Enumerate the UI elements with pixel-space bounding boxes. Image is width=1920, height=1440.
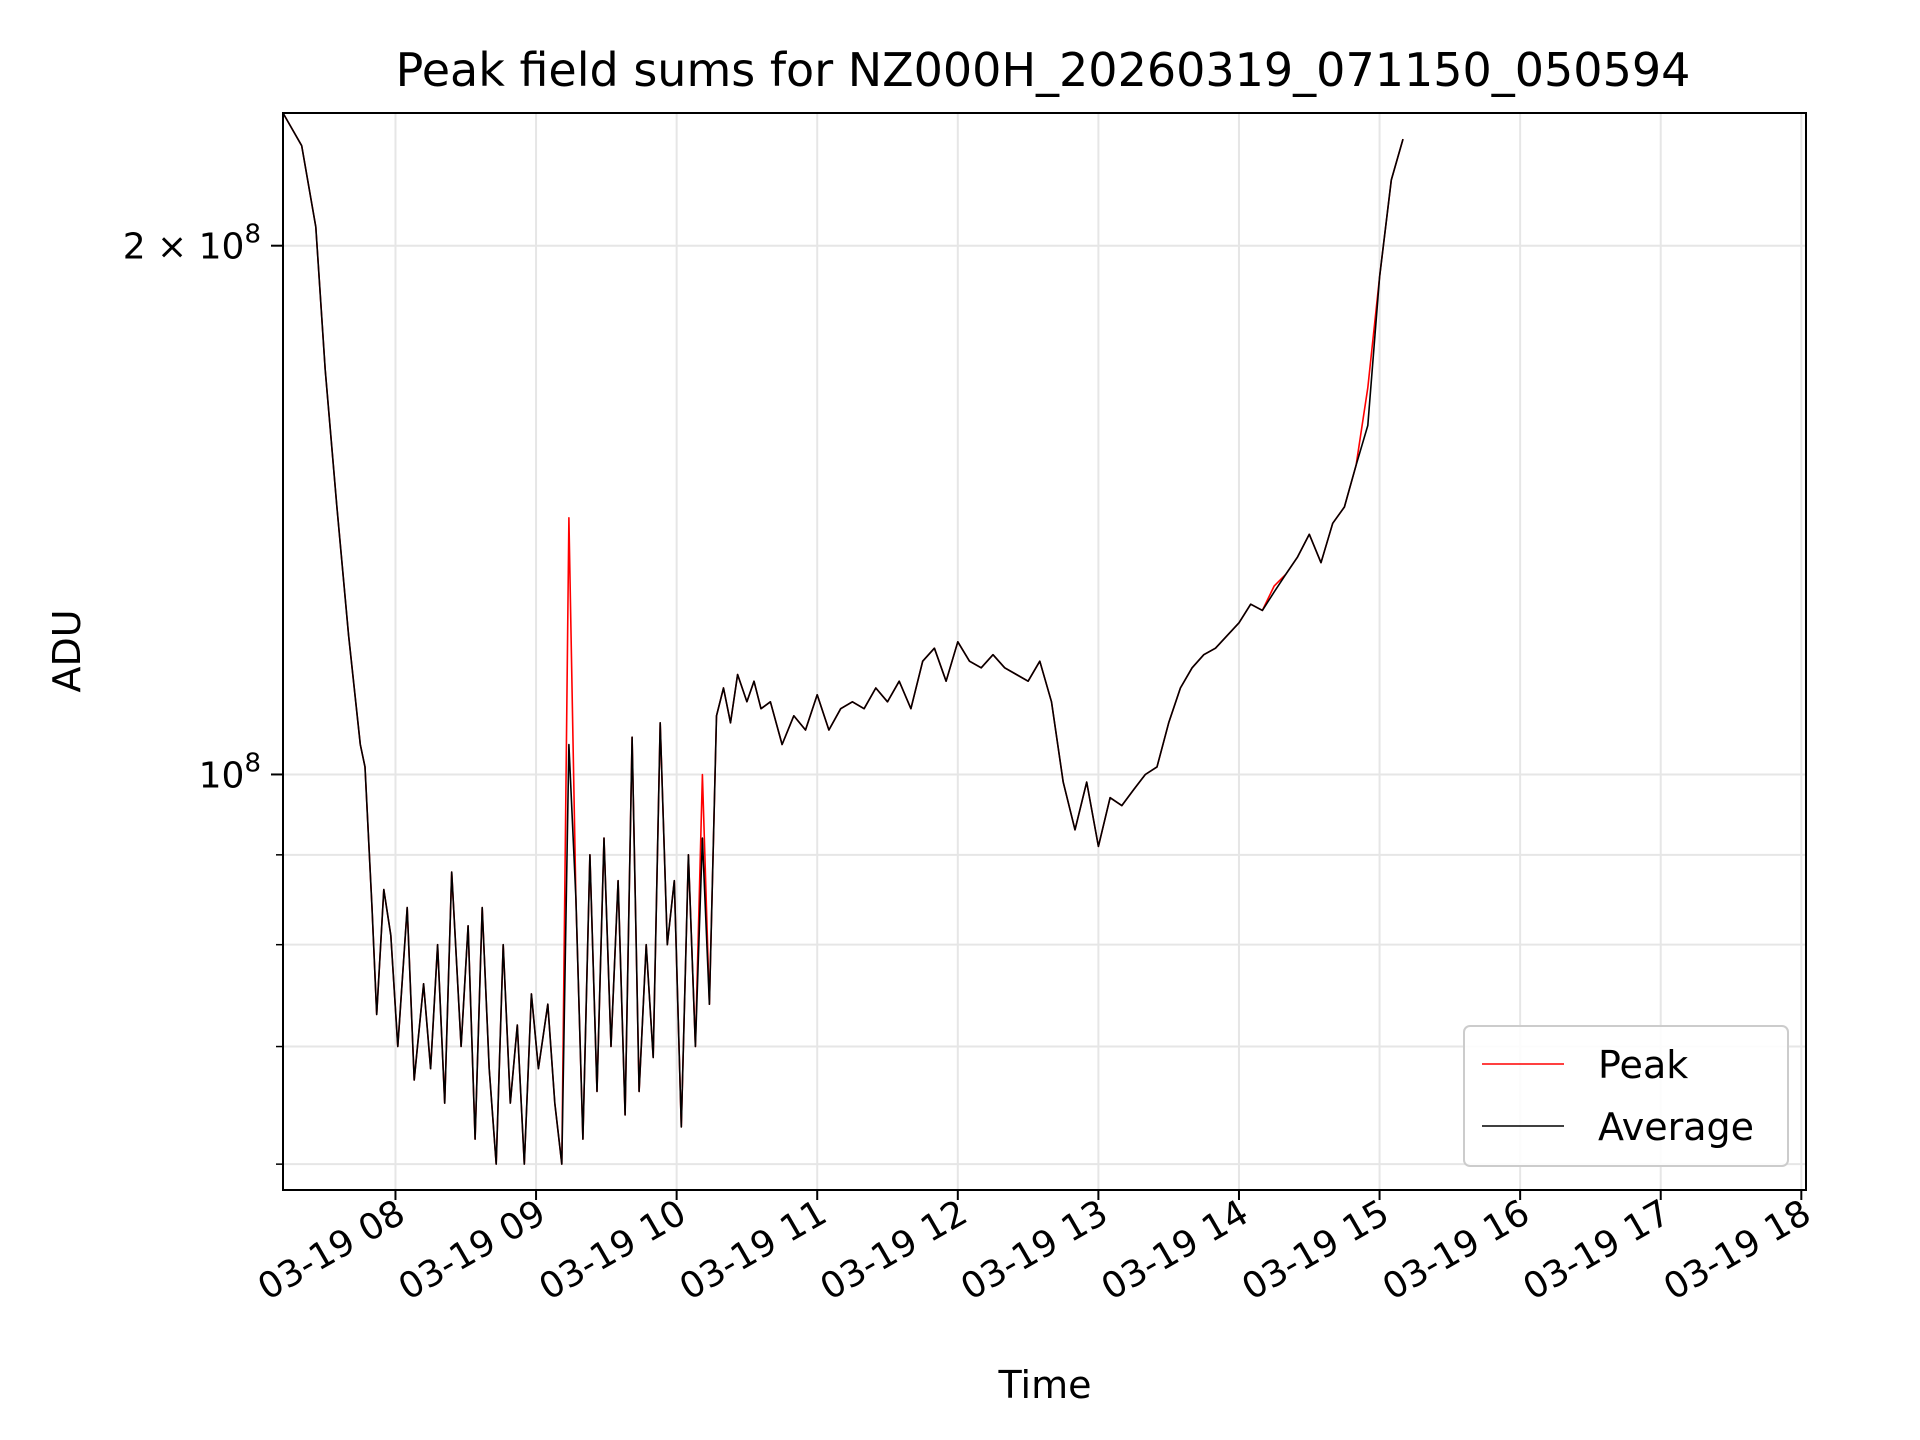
x-tick-label: 03-19 18 <box>1657 1192 1818 1308</box>
legend-peak-label: Peak <box>1598 1043 1688 1087</box>
series-layer <box>282 112 1404 1165</box>
x-tick-label: 03-19 08 <box>251 1192 412 1308</box>
x-tick-label: 03-19 13 <box>954 1192 1115 1308</box>
plot-frame <box>282 112 1807 1191</box>
y-axis: 108 2 × 108 <box>123 220 283 1165</box>
x-axis-label: Time <box>998 1363 1092 1407</box>
x-tick-label: 03-19 12 <box>814 1192 975 1308</box>
x-tick-label: 03-19 11 <box>673 1192 834 1308</box>
x-tick-label: 03-19 09 <box>392 1192 553 1308</box>
x-tick-label: 03-19 17 <box>1517 1192 1678 1308</box>
x-tick-label: 03-19 16 <box>1376 1192 1537 1308</box>
x-tick-label: 03-19 10 <box>532 1192 693 1308</box>
y-tick-label: 2 × 108 <box>123 220 261 268</box>
chart-title: Peak field sums for NZ000H_20260319_0711… <box>396 43 1691 97</box>
legend: Peak Average <box>1463 1025 1789 1167</box>
y-axis-label: ADU <box>45 609 89 692</box>
y-tick-label: 108 <box>199 748 261 796</box>
series-line-peak <box>282 112 1404 1165</box>
x-tick-label: 03-19 14 <box>1095 1192 1256 1308</box>
legend-box <box>1463 1025 1789 1167</box>
series-line-average <box>282 112 1404 1165</box>
x-tick-label: 03-19 15 <box>1235 1192 1396 1308</box>
legend-average-label: Average <box>1598 1105 1754 1149</box>
